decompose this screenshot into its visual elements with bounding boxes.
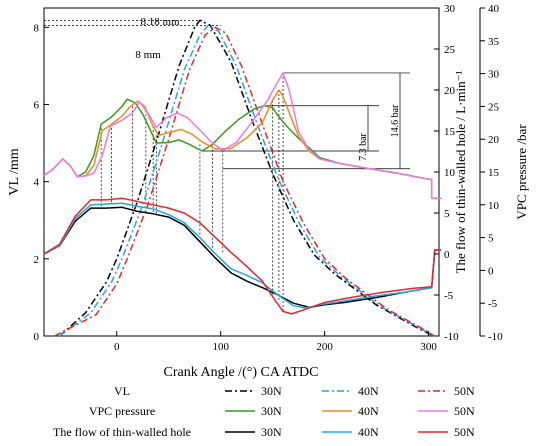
legend-entry-label: 40N <box>358 404 379 418</box>
y-left-axis-label: VL /mm <box>7 148 22 195</box>
y-right2-axis-label: VPC pressure /bar <box>514 124 529 220</box>
annotation-7-3-bar: 7.3 bar <box>358 132 369 160</box>
x-tick-label: 300 <box>420 341 437 353</box>
legend-entry-label: 40N <box>358 425 379 439</box>
series-0-30n <box>59 19 435 337</box>
x-tick-label: 0 <box>114 341 120 353</box>
legend-entry-label: 50N <box>454 425 475 439</box>
series-2-40n <box>43 202 442 309</box>
legend-entry-label: 30N <box>261 425 282 439</box>
x-axis-label: Crank Angle /(°) CA ATDC <box>164 365 319 380</box>
y-left-tick-label: 6 <box>34 99 40 111</box>
y-right1-tick-label: -10 <box>444 331 459 343</box>
y-right2-tick-label: -10 <box>488 331 503 343</box>
annotation-guides <box>44 19 410 312</box>
y-right1-tick-label: 0 <box>444 249 450 261</box>
legend-entry-label: 30N <box>261 384 282 398</box>
y-right2-tick-label: 30 <box>488 69 500 81</box>
y-right1-tick-label: 15 <box>444 126 456 138</box>
legend-entry-label: 50N <box>454 404 475 418</box>
y-right1-axis-label: The flow of thin-walled hole / L·min⁻¹ <box>453 70 468 273</box>
legend-row-label-flow: The flow of thin-walled hole <box>53 425 191 439</box>
legend: VL VPC pressure The flow of thin-walled … <box>53 384 475 439</box>
y-right2-tick-label: 15 <box>488 167 500 179</box>
legend-row-label-vl: VL <box>114 384 130 398</box>
annotation-8-18-mm: 8.18 mm <box>140 16 180 28</box>
y-right2-tick-label: 35 <box>488 36 500 48</box>
series-2-50n <box>43 197 442 315</box>
tick-layer: 0 100 200 300 0 2 4 6 8 -10 -5 0 5 10 15 20 25 30 -10 -5 0 5 1… <box>34 3 504 353</box>
legend-entry-label: 40N <box>358 384 379 398</box>
y-right2-tick-label: -5 <box>488 298 498 310</box>
y-right2-tick-label: 10 <box>488 200 500 212</box>
y-right2-tick-label: 20 <box>488 134 500 146</box>
legend-row-label-vpc: VPC pressure <box>89 404 155 418</box>
y-right2-tick-label: 25 <box>488 101 500 113</box>
y-right1-tick-label: -5 <box>444 290 454 302</box>
y-right1-tick-label: 5 <box>444 208 450 220</box>
y-right2-tick-label: 0 <box>488 265 494 277</box>
y-right1-tick-label: 20 <box>444 85 456 97</box>
y-right2-tick-label: 40 <box>488 3 500 15</box>
y-left-tick-label: 4 <box>34 177 40 189</box>
legend-entry-label: 30N <box>261 404 282 418</box>
y-left-tick-label: 2 <box>34 254 40 266</box>
y-right1-tick-label: 10 <box>444 167 456 179</box>
series-1-50n <box>43 72 442 199</box>
y-right1-tick-label: 25 <box>444 44 456 56</box>
x-tick-label: 200 <box>316 341 333 353</box>
y-right2-tick-label: 5 <box>488 233 494 245</box>
legend-entry-label: 50N <box>454 384 475 398</box>
series-2-30n <box>43 206 442 309</box>
annotation-8-mm: 8 mm <box>135 49 161 61</box>
series-layer <box>43 19 442 337</box>
y-right1-tick-label: 30 <box>444 3 456 15</box>
series-0-50n <box>54 26 435 337</box>
series-0-40n <box>59 24 435 337</box>
y-left-tick-label: 8 <box>34 22 40 34</box>
annotation-14-6-bar: 14.6 bar <box>390 104 401 137</box>
y-left-tick-label: 0 <box>34 331 40 343</box>
series-1-40n <box>43 89 442 199</box>
legend-keys: 30N 40N 50N 30N 40N 50N 30N 40N 50N <box>225 384 475 439</box>
x-tick-label: 100 <box>212 341 229 353</box>
